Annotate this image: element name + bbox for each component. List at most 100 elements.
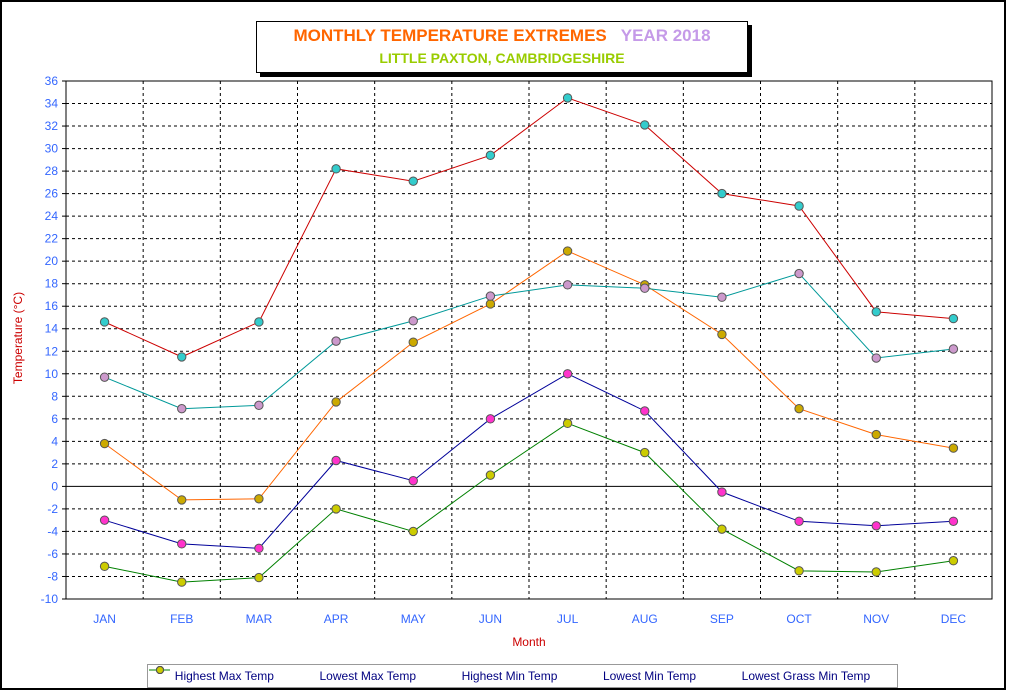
data-point xyxy=(331,164,341,174)
y-tick-label: 28 xyxy=(45,164,59,178)
y-tick-label: -4 xyxy=(47,524,58,538)
data-point xyxy=(99,372,110,382)
series-line xyxy=(104,272,954,410)
y-tick-label: 36 xyxy=(45,74,59,88)
data-point xyxy=(408,526,418,537)
legend-label: Highest Min Temp xyxy=(461,669,558,683)
data-point xyxy=(331,397,341,407)
data-point xyxy=(948,556,959,566)
legend-item: Highest Min Temp xyxy=(149,666,558,683)
data-point xyxy=(640,283,650,293)
x-axis-label: Month xyxy=(512,635,545,649)
legend-label: Lowest Grass Min Temp xyxy=(741,669,871,683)
x-tick-label: MAY xyxy=(401,612,426,626)
data-point xyxy=(871,521,881,531)
plot-border xyxy=(65,80,993,600)
x-tick-label: OCT xyxy=(786,612,812,626)
y-tick-label: -10 xyxy=(41,592,59,606)
y-tick-label: 18 xyxy=(45,277,59,291)
series-line xyxy=(104,422,954,583)
legend-label: Highest Max Temp xyxy=(174,669,274,683)
data-point xyxy=(254,317,264,327)
data-point xyxy=(331,455,341,466)
data-point xyxy=(485,470,496,480)
data-point xyxy=(408,176,418,186)
series-line xyxy=(104,373,954,549)
data-point xyxy=(871,429,881,440)
data-point xyxy=(177,403,187,414)
y-tick-label: -2 xyxy=(47,502,58,516)
data-point xyxy=(177,577,187,587)
data-point xyxy=(254,494,264,504)
data-point xyxy=(562,93,573,103)
y-tick-label: 32 xyxy=(45,119,59,133)
x-tick-label: NOV xyxy=(863,612,889,626)
legend-item: Highest Max Temp xyxy=(149,666,274,683)
chart-title-box: MONTHLY TEMPERATURE EXTREMES YEAR 2018 LI… xyxy=(256,21,748,73)
data-point xyxy=(562,369,573,379)
legend-swatch xyxy=(149,666,170,674)
data-point xyxy=(640,447,650,458)
data-point xyxy=(794,566,804,576)
data-point xyxy=(408,337,418,347)
data-point xyxy=(948,516,959,526)
x-tick-label: DEC xyxy=(941,612,967,626)
data-point xyxy=(948,313,959,324)
x-tick-label: JAN xyxy=(93,612,116,626)
data-point xyxy=(254,543,264,554)
legend-label: Lowest Min Temp xyxy=(602,669,697,683)
chart-year: YEAR 2018 xyxy=(620,26,711,45)
legend-item: Lowest Grass Min Temp xyxy=(149,666,871,683)
data-point xyxy=(562,246,573,256)
data-point xyxy=(99,561,110,572)
data-point xyxy=(717,524,727,534)
data-point xyxy=(871,567,881,577)
data-point xyxy=(99,515,110,525)
data-point xyxy=(562,280,573,290)
data-point xyxy=(485,299,496,309)
x-tick-label: FEB xyxy=(170,612,193,626)
y-tick-label: 16 xyxy=(45,299,59,313)
data-point xyxy=(640,406,650,416)
chart-title-line: MONTHLY TEMPERATURE EXTREMES YEAR 2018 xyxy=(257,26,747,46)
legend-label: Lowest Max Temp xyxy=(319,669,417,683)
series-line xyxy=(104,250,954,501)
chart-title: MONTHLY TEMPERATURE EXTREMES xyxy=(293,26,607,45)
x-tick-label: MAR xyxy=(246,612,273,626)
data-point xyxy=(794,516,804,526)
chart-subtitle: LITTLE PAXTON, CAMBRIDGESHIRE xyxy=(379,50,625,66)
y-tick-label: 14 xyxy=(45,322,59,336)
y-tick-label: 26 xyxy=(45,187,59,201)
y-tick-label: -6 xyxy=(47,547,58,561)
data-point xyxy=(794,403,804,414)
y-tick-label: 0 xyxy=(51,479,58,493)
data-point xyxy=(717,487,727,497)
data-point xyxy=(717,329,727,340)
data-point xyxy=(871,353,881,363)
data-point xyxy=(640,120,650,130)
y-tick-label: 2 xyxy=(51,457,58,471)
data-point xyxy=(177,352,187,362)
data-point xyxy=(485,291,496,301)
data-point xyxy=(331,504,341,514)
legend-item: Lowest Min Temp xyxy=(149,666,697,683)
y-tick-label: 6 xyxy=(51,412,58,426)
y-tick-label: 30 xyxy=(45,142,59,156)
chart-legend: Highest Max Temp Lowest Max Temp Highest M… xyxy=(147,664,898,688)
y-tick-label: 4 xyxy=(51,434,58,448)
x-tick-label: AUG xyxy=(632,612,658,626)
data-point xyxy=(871,307,881,317)
x-tick-label: JUL xyxy=(557,612,579,626)
y-tick-label: 8 xyxy=(51,389,58,403)
y-tick-label: -8 xyxy=(47,569,58,583)
data-point xyxy=(717,292,727,302)
data-point xyxy=(177,539,187,549)
series-line xyxy=(104,97,954,358)
data-point xyxy=(331,336,341,346)
data-point xyxy=(254,572,264,583)
data-point xyxy=(177,495,187,505)
data-point xyxy=(794,268,804,279)
legend-item: Lowest Max Temp xyxy=(149,666,417,683)
data-point xyxy=(408,316,418,326)
